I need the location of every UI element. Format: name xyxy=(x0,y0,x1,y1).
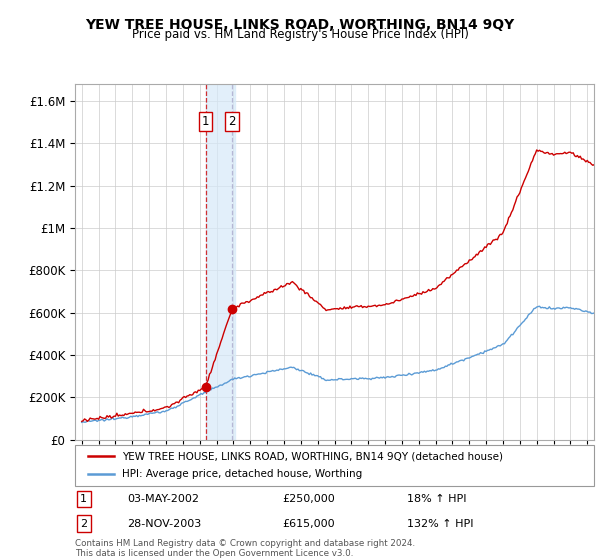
Text: 2: 2 xyxy=(228,115,236,128)
Text: 03-MAY-2002: 03-MAY-2002 xyxy=(127,494,199,504)
Text: 132% ↑ HPI: 132% ↑ HPI xyxy=(407,519,473,529)
Text: £615,000: £615,000 xyxy=(283,519,335,529)
Text: 2: 2 xyxy=(80,519,88,529)
Text: HPI: Average price, detached house, Worthing: HPI: Average price, detached house, Wort… xyxy=(122,469,362,479)
Text: Price paid vs. HM Land Registry's House Price Index (HPI): Price paid vs. HM Land Registry's House … xyxy=(131,28,469,41)
Text: £250,000: £250,000 xyxy=(283,494,335,504)
Text: YEW TREE HOUSE, LINKS ROAD, WORTHING, BN14 9QY: YEW TREE HOUSE, LINKS ROAD, WORTHING, BN… xyxy=(85,18,515,32)
Text: 18% ↑ HPI: 18% ↑ HPI xyxy=(407,494,467,504)
Text: 28-NOV-2003: 28-NOV-2003 xyxy=(127,519,201,529)
Text: Contains HM Land Registry data © Crown copyright and database right 2024.
This d: Contains HM Land Registry data © Crown c… xyxy=(75,539,415,558)
Bar xyxy=(206,84,235,440)
Text: YEW TREE HOUSE, LINKS ROAD, WORTHING, BN14 9QY (detached house): YEW TREE HOUSE, LINKS ROAD, WORTHING, BN… xyxy=(122,451,503,461)
Text: 1: 1 xyxy=(80,494,87,504)
Text: 1: 1 xyxy=(202,115,209,128)
